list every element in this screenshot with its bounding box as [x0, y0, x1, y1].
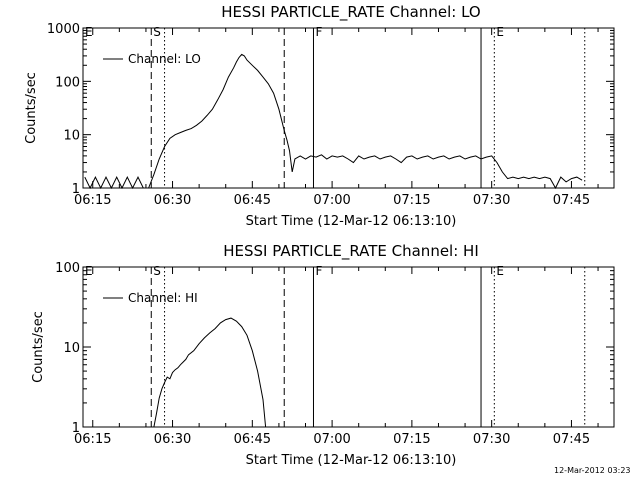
- x-axis-ticks: 06:15 06:30 06:45 07:00 07:15 07:30 07:45: [74, 267, 599, 447]
- time-marker-label: S: [153, 264, 161, 278]
- legend: Channel: HI: [103, 291, 198, 305]
- chart-title: HESSI PARTICLE_RATE Channel: LO: [221, 3, 480, 22]
- time-marker-label: E: [496, 264, 504, 278]
- y-tick-label: 1: [72, 421, 80, 436]
- x-tick-label: 06:15: [74, 432, 111, 447]
- chart-title: HESSI PARTICLE_RATE Channel: HI: [223, 242, 479, 261]
- x-tick-label: 07:15: [393, 193, 430, 208]
- x-tick-label: 07:00: [313, 432, 350, 447]
- lo-channel-series-line: [84, 53, 583, 190]
- legend-entry: Channel: HI: [128, 291, 198, 305]
- x-axis-title: Start Time (12-Mar-12 06:13:10): [246, 214, 457, 229]
- hi-channel-series-line: [153, 317, 267, 428]
- y-axis-ticks: 1 10 100: [55, 261, 614, 436]
- time-marker-label: E: [496, 25, 504, 39]
- x-tick-label: 07:00: [313, 193, 350, 208]
- legend-entry: Channel: LO: [128, 52, 201, 66]
- time-marker-label: E: [85, 25, 93, 39]
- time-marker-label: S: [153, 25, 161, 39]
- x-tick-label: 06:30: [154, 432, 191, 447]
- x-tick-label: 07:30: [473, 432, 510, 447]
- x-tick-label: 07:30: [473, 193, 510, 208]
- x-tick-label: 07:15: [393, 432, 430, 447]
- x-tick-label: 06:30: [154, 193, 191, 208]
- y-tick-label: 100: [55, 75, 80, 90]
- plot-timestamp: 12-Mar-2012 03:23: [554, 466, 631, 475]
- x-axis-ticks: 06:15 06:30 06:45 07:00 07:15 07:30 07:45: [74, 28, 599, 208]
- y-axis-title: Counts/sec: [31, 311, 46, 383]
- x-axis-title: Start Time (12-Mar-12 06:13:10): [246, 453, 457, 468]
- time-marker-label: E: [85, 264, 93, 278]
- x-tick-label: 07:45: [553, 432, 590, 447]
- x-tick-label: 06:15: [74, 193, 111, 208]
- x-tick-label: 07:45: [553, 193, 590, 208]
- y-tick-label: 1: [72, 182, 80, 197]
- y-tick-label: 10: [63, 341, 80, 356]
- y-axis-title: Counts/sec: [24, 72, 39, 144]
- time-marker-label: F: [315, 25, 322, 39]
- y-axis-ticks: 1 10 100 1000: [47, 22, 614, 197]
- y-tick-label: 1000: [47, 22, 80, 37]
- lo-channel-panel: HESSI PARTICLE_RATE Channel: LO E S F E 06:…: [24, 3, 615, 229]
- time-marker-label: F: [315, 264, 322, 278]
- legend: Channel: LO: [103, 52, 201, 66]
- hi-channel-panel: HESSI PARTICLE_RATE Channel: HI E S F E 06:…: [31, 242, 615, 468]
- x-tick-label: 06:45: [234, 193, 271, 208]
- x-tick-label: 06:45: [234, 432, 271, 447]
- y-tick-label: 10: [63, 129, 80, 144]
- y-tick-label: 100: [55, 261, 80, 276]
